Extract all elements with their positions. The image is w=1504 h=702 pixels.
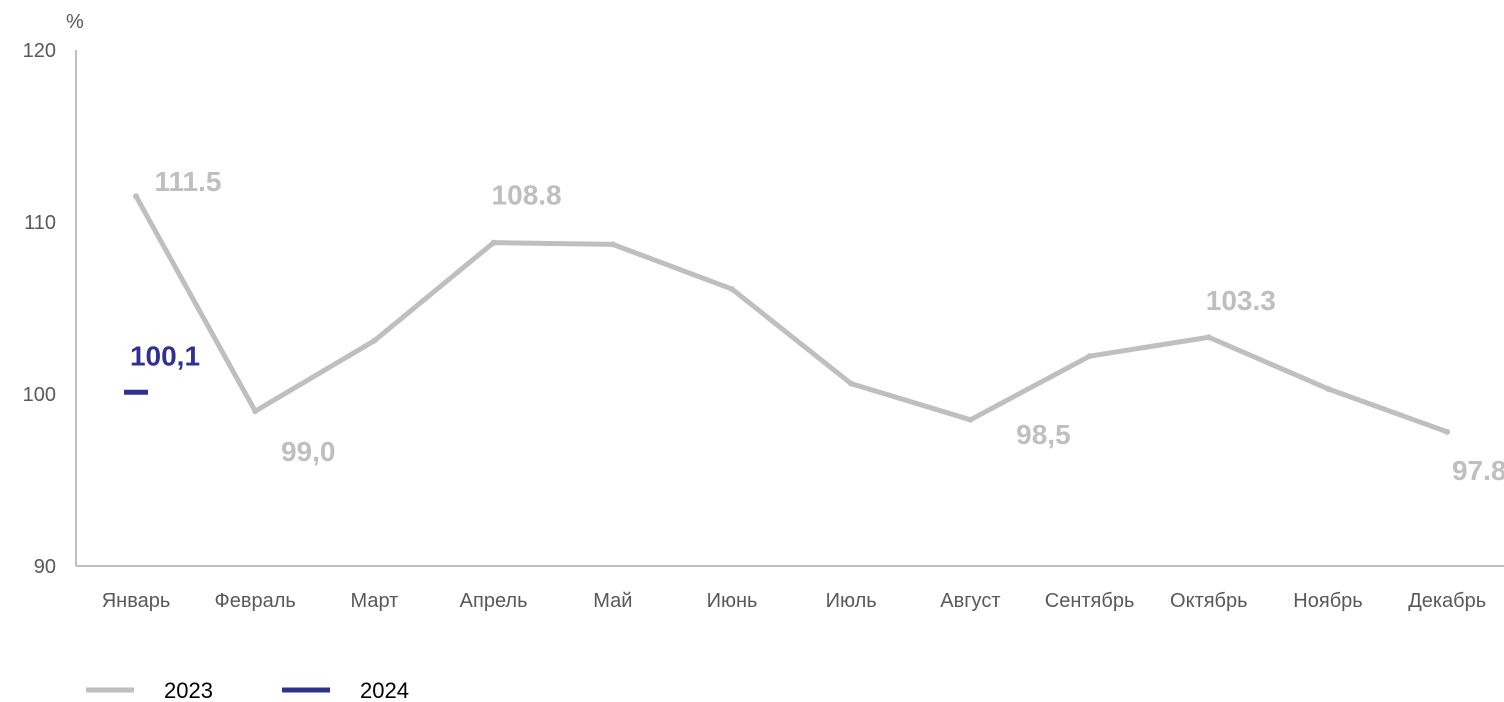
data-label: 98,5 xyxy=(1016,419,1071,450)
x-tick-label: Январь xyxy=(102,590,171,612)
x-tick-label: Июнь xyxy=(707,590,758,612)
y-axis-ticks: 90 100 110 120 xyxy=(23,40,56,578)
y-tick-label: 120 xyxy=(23,40,56,62)
data-label: 103.3 xyxy=(1206,285,1276,316)
data-point xyxy=(609,241,616,248)
data-point xyxy=(490,239,497,246)
x-tick-label: Ноябрь xyxy=(1293,590,1362,612)
series-layer xyxy=(124,193,1451,435)
data-point xyxy=(967,416,974,423)
series-line-2023 xyxy=(133,193,1450,435)
legend: 2023 2024 xyxy=(86,678,409,702)
data-point xyxy=(848,380,855,387)
x-tick-label: Июль xyxy=(826,590,877,612)
x-tick-label: Октябрь xyxy=(1170,590,1248,612)
data-label: 108.8 xyxy=(492,180,562,211)
data-label: 99,0 xyxy=(281,436,336,467)
data-point xyxy=(1086,353,1093,360)
x-tick-label: Сентябрь xyxy=(1045,590,1135,612)
data-label: 111.5 xyxy=(155,166,222,197)
data-point xyxy=(729,286,735,293)
y-tick-label: 90 xyxy=(34,556,56,578)
x-tick-label: Март xyxy=(350,590,398,612)
legend-label: 2024 xyxy=(360,678,409,702)
y-tick-label: 110 xyxy=(24,212,56,234)
x-tick-label: Декабрь xyxy=(1408,590,1486,612)
x-tick-label: Апрель xyxy=(460,590,528,612)
data-point xyxy=(252,408,259,415)
x-tick-label: Февраль xyxy=(215,590,296,612)
legend-label: 2023 xyxy=(164,678,213,702)
data-labels-layer: 111.5 99,0 108.8 98,5 103.3 97.8 100,1 xyxy=(130,166,1504,486)
x-tick-label: Август xyxy=(940,590,1000,612)
x-tick-label: Май xyxy=(593,590,632,612)
y-tick-label: 100 xyxy=(23,384,56,406)
y-axis-unit-label: % xyxy=(66,11,84,33)
data-label: 100,1 xyxy=(130,340,200,371)
data-point xyxy=(1205,334,1212,341)
data-label: 97.8 xyxy=(1452,455,1504,486)
data-point xyxy=(371,337,378,344)
data-point xyxy=(1325,385,1331,392)
data-point xyxy=(1444,428,1451,435)
x-axis-ticks: Январь Февраль Март Апрель Май Июнь Июль Август… xyxy=(102,590,1486,612)
data-point xyxy=(133,193,139,200)
